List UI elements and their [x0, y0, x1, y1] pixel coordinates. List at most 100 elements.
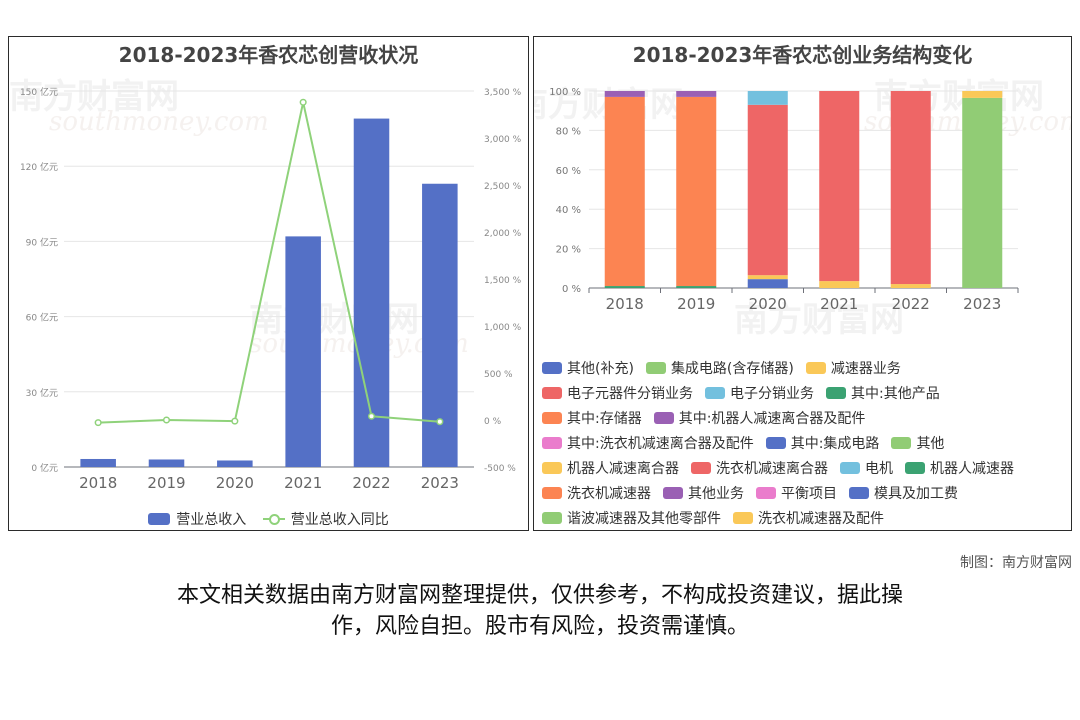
y-left-tick-label: 150 亿元: [20, 86, 58, 98]
stacked-bar-segment: [676, 286, 717, 288]
line-point: [231, 417, 239, 425]
legend-swatch: [542, 361, 562, 374]
legend-label: 模具及加工费: [874, 485, 958, 502]
bar: [148, 459, 185, 467]
legend-swatch: [849, 486, 869, 499]
legend-swatch: [705, 386, 725, 399]
line-point: [299, 98, 307, 106]
legend-swatch: [733, 511, 753, 524]
y-left-tick-label: 30 亿元: [26, 387, 58, 399]
legend-label: 集成电路(含存储器): [670, 360, 794, 377]
legend-item[interactable]: 电机: [840, 458, 893, 478]
y-right-tick-label: 0 %: [484, 417, 502, 427]
y-right-tick-label: 500 %: [484, 370, 513, 380]
x-tick-label: 2019: [147, 474, 185, 492]
legend-item[interactable]: 平衡项目: [756, 483, 837, 503]
legend-row: 谐波减速器及其他零部件 洗衣机减速器及配件: [542, 505, 1071, 530]
y-right-tick-label: -500 %: [484, 464, 516, 474]
legend-item[interactable]: 电子元器件分销业务: [542, 383, 693, 403]
legend-item[interactable]: 机器人减速离合器: [542, 458, 679, 478]
x-tick-label: 2018: [606, 295, 644, 313]
x-tick-label: 2022: [352, 474, 390, 492]
legend-swatch: [148, 513, 171, 525]
legend-label: 其他(补充): [567, 360, 634, 377]
legend-swatch: [645, 361, 666, 374]
legend-label: 其中:机器人减速离合器及配件: [678, 410, 866, 427]
legend-swatch: [542, 436, 562, 449]
legend-item[interactable]: 其中:机器人减速离合器及配件: [653, 408, 866, 428]
series-line: [98, 102, 440, 424]
line-point: [436, 418, 444, 426]
revenue-chart-panel: 南方财富网 southmoney.com 南方财富网 southmoney.co…: [8, 36, 529, 531]
legend-label: 减速器业务: [830, 360, 901, 377]
legend-label: 其中:洗衣机减速离合器及配件: [567, 435, 754, 452]
bar: [353, 118, 390, 467]
y-left-tick-label: 90 亿元: [26, 236, 58, 248]
chart-legend: 营业总收入 营业总收入同比: [9, 509, 528, 529]
legend-label: 其他业务: [688, 485, 744, 502]
legend-label: 洗衣机减速器: [567, 485, 651, 502]
legend-label: 其中:存储器: [567, 410, 642, 427]
business-structure-panel: 南方财富网 南方财富网 southmoney.com 南方财富网 2018-20…: [533, 36, 1072, 531]
legend-item[interactable]: 洗衣机减速器及配件: [733, 508, 884, 528]
legend-swatch: [905, 461, 925, 474]
stacked-bar-segment: [747, 279, 788, 288]
y-right-tick-label: 2,000 %: [484, 229, 522, 239]
chart-legend: 其他(补充) 集成电路(含存储器) 减速器业务电子元器件分销业务 电子分销业务 其中:其…: [542, 355, 1071, 530]
x-tick-label: 2022: [892, 295, 930, 313]
stacked-bar-segment: [747, 104, 788, 276]
legend-item[interactable]: 其他业务: [663, 483, 744, 503]
stacked-bar-segment: [604, 96, 645, 287]
stacked-bar-segment: [747, 275, 788, 280]
legend-item[interactable]: 其中:洗衣机减速离合器及配件: [542, 433, 754, 453]
line-point: [94, 419, 102, 427]
x-tick-label: 2020: [749, 295, 787, 313]
legend-swatch: [542, 486, 562, 499]
legend-row: 洗衣机减速器 其他业务 平衡项目 模具及加工费: [542, 480, 1071, 505]
stacked-bar-segment: [962, 97, 1003, 288]
legend-label: 电子分销业务: [730, 385, 814, 402]
y-right-tick-label: 1,000 %: [484, 323, 522, 333]
legend-swatch: [542, 461, 562, 474]
x-tick-label: 2021: [820, 295, 858, 313]
legend-item[interactable]: 集成电路(含存储器): [645, 358, 794, 378]
legend-swatch: [542, 411, 562, 424]
legend-row: 机器人减速离合器 洗衣机减速离合器 电机 机器人减速器: [542, 455, 1071, 480]
legend-swatch: [805, 361, 826, 374]
legend-row: 其中:存储器 其中:机器人减速离合器及配件: [542, 405, 1071, 430]
legend-item[interactable]: 洗衣机减速离合器: [691, 458, 828, 478]
y-tick-label: 0 %: [562, 284, 581, 295]
y-tick-label: 80 %: [556, 126, 581, 137]
legend-label: 洗衣机减速离合器: [716, 460, 828, 477]
legend-item[interactable]: 减速器业务: [805, 358, 901, 378]
y-tick-label: 40 %: [556, 205, 581, 216]
y-tick-label: 60 %: [556, 166, 581, 177]
legend-item-revenue[interactable]: 营业总收入: [148, 509, 246, 529]
legend-swatch: [542, 511, 562, 524]
legend-item[interactable]: 模具及加工费: [849, 483, 958, 503]
legend-label: 其中:其他产品: [851, 385, 940, 402]
stacked-bar-segment: [604, 91, 645, 97]
legend-item[interactable]: 其中:存储器: [542, 408, 642, 428]
legend-label: 营业总收入同比: [290, 512, 389, 528]
y-right-tick-label: 1,500 %: [484, 276, 522, 286]
legend-item[interactable]: 其中:集成电路: [765, 433, 879, 453]
chart-title: 2018-2023年香农芯创营收状况: [118, 43, 419, 67]
legend-label: 洗衣机减速器及配件: [758, 510, 884, 527]
legend-row: 电子元器件分销业务 电子分销业务 其中:其他产品: [542, 380, 1071, 405]
x-tick-label: 2018: [79, 474, 117, 492]
legend-label: 谐波减速器及其他零部件: [567, 510, 721, 527]
legend-item[interactable]: 谐波减速器及其他零部件: [542, 508, 721, 528]
legend-label: 机器人减速离合器: [567, 460, 679, 477]
legend-item[interactable]: 电子分销业务: [705, 383, 814, 403]
legend-item[interactable]: 洗衣机减速器: [542, 483, 651, 503]
legend-item[interactable]: 其中:其他产品: [826, 383, 940, 403]
legend-item[interactable]: 其他: [891, 433, 944, 453]
legend-item-revenue-yoy[interactable]: 营业总收入同比: [262, 509, 389, 529]
bar: [80, 458, 116, 467]
line-point: [162, 416, 171, 424]
y-tick-label: 100 %: [549, 87, 581, 98]
legend-item[interactable]: 机器人减速器: [905, 458, 1014, 478]
legend-item[interactable]: 其他(补充): [542, 358, 634, 378]
legend-swatch: [840, 461, 860, 474]
